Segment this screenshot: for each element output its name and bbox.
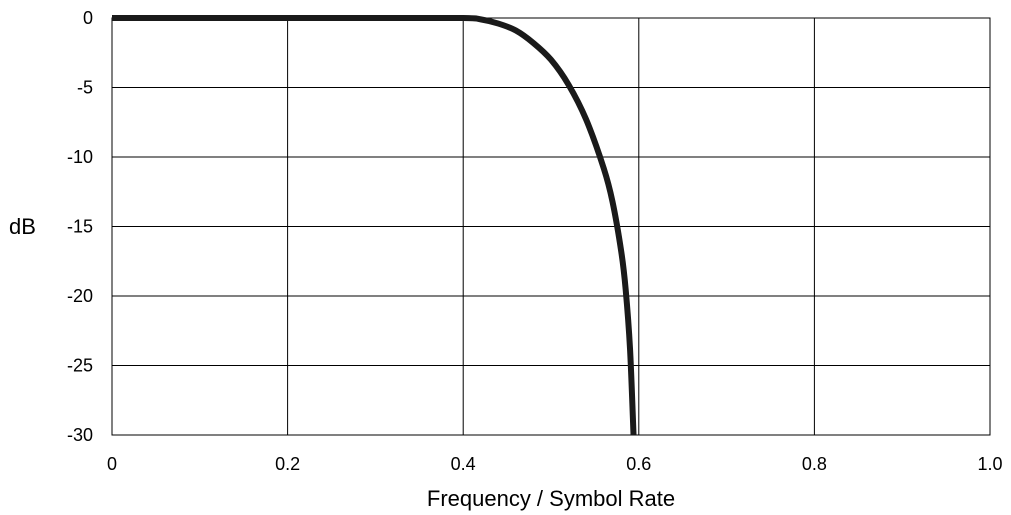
y-gridlines (112, 17, 990, 436)
x-tick-label: 0 (107, 454, 117, 474)
x-axis-label: Frequency / Symbol Rate (427, 486, 675, 511)
y-axis-label: dB (9, 214, 36, 239)
x-tick-label: 0.4 (451, 454, 476, 474)
y-tick-label: -25 (67, 356, 93, 376)
x-tick-label: 1.0 (977, 454, 1002, 474)
x-tick-label: 0.2 (275, 454, 300, 474)
x-tick-labels: 0 0.2 0.4 0.6 0.8 1.0 (107, 454, 1003, 474)
plot-frame (111, 17, 991, 436)
y-tick-label: -20 (67, 286, 93, 306)
y-tick-label: -10 (67, 147, 93, 167)
y-tick-label: -15 (67, 217, 93, 237)
x-tick-label: 0.8 (802, 454, 827, 474)
y-tick-label: 0 (83, 8, 93, 28)
x-tick-label: 0.6 (626, 454, 651, 474)
y-tick-labels: 0 -5 -10 -15 -20 -25 -30 (67, 8, 93, 445)
y-tick-label: -5 (77, 78, 93, 98)
y-tick-label: -30 (67, 425, 93, 445)
series-line (112, 14, 637, 436)
